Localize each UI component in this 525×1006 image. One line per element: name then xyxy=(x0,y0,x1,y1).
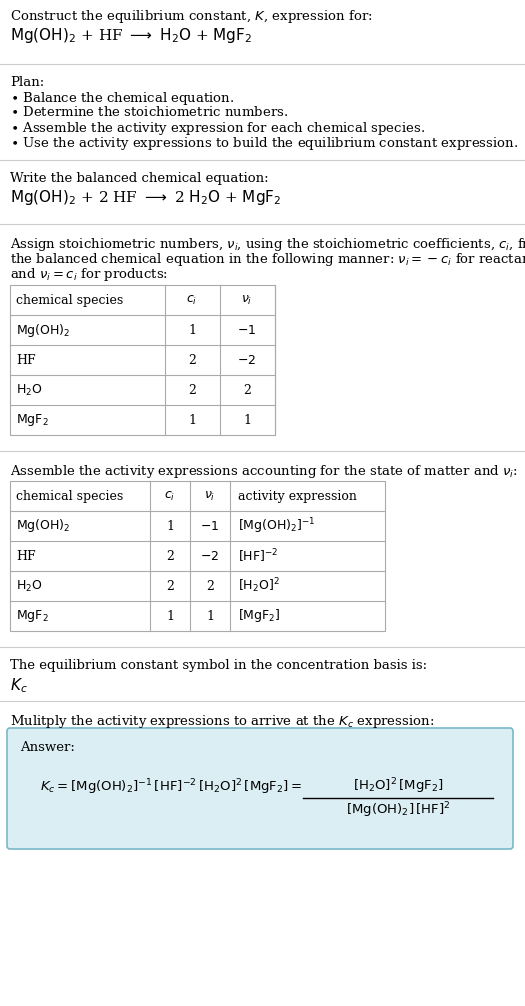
Text: The equilibrium constant symbol in the concentration basis is:: The equilibrium constant symbol in the c… xyxy=(10,659,427,672)
Text: Assemble the activity expressions accounting for the state of matter and $\nu_i$: Assemble the activity expressions accoun… xyxy=(10,463,518,480)
Text: Assign stoichiometric numbers, $\nu_i$, using the stoichiometric coefficients, $: Assign stoichiometric numbers, $\nu_i$, … xyxy=(10,236,525,253)
Text: $[\mathrm{Mg(OH)_2}]^{-1}$: $[\mathrm{Mg(OH)_2}]^{-1}$ xyxy=(238,516,316,536)
Text: $[\mathrm{H_2O}]^{2}$: $[\mathrm{H_2O}]^{2}$ xyxy=(238,576,280,596)
Text: 1: 1 xyxy=(166,519,174,532)
Text: $K_c$: $K_c$ xyxy=(10,676,28,695)
Text: $\nu_i$: $\nu_i$ xyxy=(242,294,253,307)
Text: Construct the equilibrium constant, $K$, expression for:: Construct the equilibrium constant, $K$,… xyxy=(10,8,373,25)
Text: Mulitply the activity expressions to arrive at the $K_c$ expression:: Mulitply the activity expressions to arr… xyxy=(10,713,434,730)
Text: $\bullet$ Assemble the activity expression for each chemical species.: $\bullet$ Assemble the activity expressi… xyxy=(10,120,425,137)
Bar xyxy=(10,285,275,435)
Text: $\mathrm{Mg(OH)_2}$: $\mathrm{Mg(OH)_2}$ xyxy=(16,517,70,534)
Text: 2: 2 xyxy=(206,579,214,593)
Text: Plan:: Plan: xyxy=(10,76,44,89)
Text: chemical species: chemical species xyxy=(16,294,123,307)
Text: $\bullet$ Balance the chemical equation.: $\bullet$ Balance the chemical equation. xyxy=(10,90,234,107)
Text: $\mathrm{Mg(OH)_2}$ + HF $\longrightarrow$ $\mathrm{H_2O}$ + $\mathrm{MgF_2}$: $\mathrm{Mg(OH)_2}$ + HF $\longrightarro… xyxy=(10,26,252,45)
Text: 2: 2 xyxy=(188,353,196,366)
Text: 2: 2 xyxy=(166,549,174,562)
Text: Write the balanced chemical equation:: Write the balanced chemical equation: xyxy=(10,172,269,185)
Text: the balanced chemical equation in the following manner: $\nu_i = -c_i$ for react: the balanced chemical equation in the fo… xyxy=(10,252,525,268)
Text: chemical species: chemical species xyxy=(16,490,123,503)
Text: $-1$: $-1$ xyxy=(237,324,257,336)
Text: $c_i$: $c_i$ xyxy=(186,294,197,307)
Text: 1: 1 xyxy=(166,610,174,623)
Text: $\mathrm{H_2O}$: $\mathrm{H_2O}$ xyxy=(16,578,43,594)
FancyBboxPatch shape xyxy=(7,728,513,849)
Bar xyxy=(10,481,385,631)
Text: HF: HF xyxy=(16,549,36,562)
Text: 1: 1 xyxy=(243,413,251,427)
Text: $[\mathrm{Mg(OH)_2}]\,[\mathrm{HF}]^{2}$: $[\mathrm{Mg(OH)_2}]\,[\mathrm{HF}]^{2}$ xyxy=(346,800,450,820)
Text: $\bullet$ Use the activity expressions to build the equilibrium constant express: $\bullet$ Use the activity expressions t… xyxy=(10,135,518,152)
Text: $-2$: $-2$ xyxy=(237,353,257,366)
Text: 2: 2 xyxy=(243,383,251,396)
Text: $\mathrm{H_2O}$: $\mathrm{H_2O}$ xyxy=(16,382,43,397)
Text: $\mathrm{Mg(OH)_2}$: $\mathrm{Mg(OH)_2}$ xyxy=(16,322,70,338)
Text: $[\mathrm{HF}]^{-2}$: $[\mathrm{HF}]^{-2}$ xyxy=(238,547,278,564)
Text: $\mathrm{Mg(OH)_2}$ + 2 HF $\longrightarrow$ 2 $\mathrm{H_2O}$ + $\mathrm{MgF_2}: $\mathrm{Mg(OH)_2}$ + 2 HF $\longrightar… xyxy=(10,188,281,207)
Text: Answer:: Answer: xyxy=(20,741,75,754)
Text: $K_c = [\mathrm{Mg(OH)_2}]^{-1}\,[\mathrm{HF}]^{-2}\,[\mathrm{H_2O}]^{2}\,[\math: $K_c = [\mathrm{Mg(OH)_2}]^{-1}\,[\mathr… xyxy=(40,777,302,797)
Text: and $\nu_i = c_i$ for products:: and $\nu_i = c_i$ for products: xyxy=(10,266,168,283)
Text: activity expression: activity expression xyxy=(238,490,357,503)
Text: HF: HF xyxy=(16,353,36,366)
Text: 2: 2 xyxy=(188,383,196,396)
Text: $\mathrm{MgF_2}$: $\mathrm{MgF_2}$ xyxy=(16,608,49,624)
Text: 1: 1 xyxy=(188,324,196,336)
Text: $c_i$: $c_i$ xyxy=(164,490,176,503)
Text: $\nu_i$: $\nu_i$ xyxy=(204,490,216,503)
Text: 1: 1 xyxy=(188,413,196,427)
Text: $\mathrm{MgF_2}$: $\mathrm{MgF_2}$ xyxy=(16,412,49,428)
Text: 1: 1 xyxy=(206,610,214,623)
Text: 2: 2 xyxy=(166,579,174,593)
Text: $\bullet$ Determine the stoichiometric numbers.: $\bullet$ Determine the stoichiometric n… xyxy=(10,105,288,119)
Text: $[\mathrm{MgF_2}]$: $[\mathrm{MgF_2}]$ xyxy=(238,608,281,625)
Text: $[\mathrm{H_2O}]^{2}\,[\mathrm{MgF_2}]$: $[\mathrm{H_2O}]^{2}\,[\mathrm{MgF_2}]$ xyxy=(353,777,444,796)
Text: $-2$: $-2$ xyxy=(201,549,219,562)
Text: $-1$: $-1$ xyxy=(201,519,219,532)
